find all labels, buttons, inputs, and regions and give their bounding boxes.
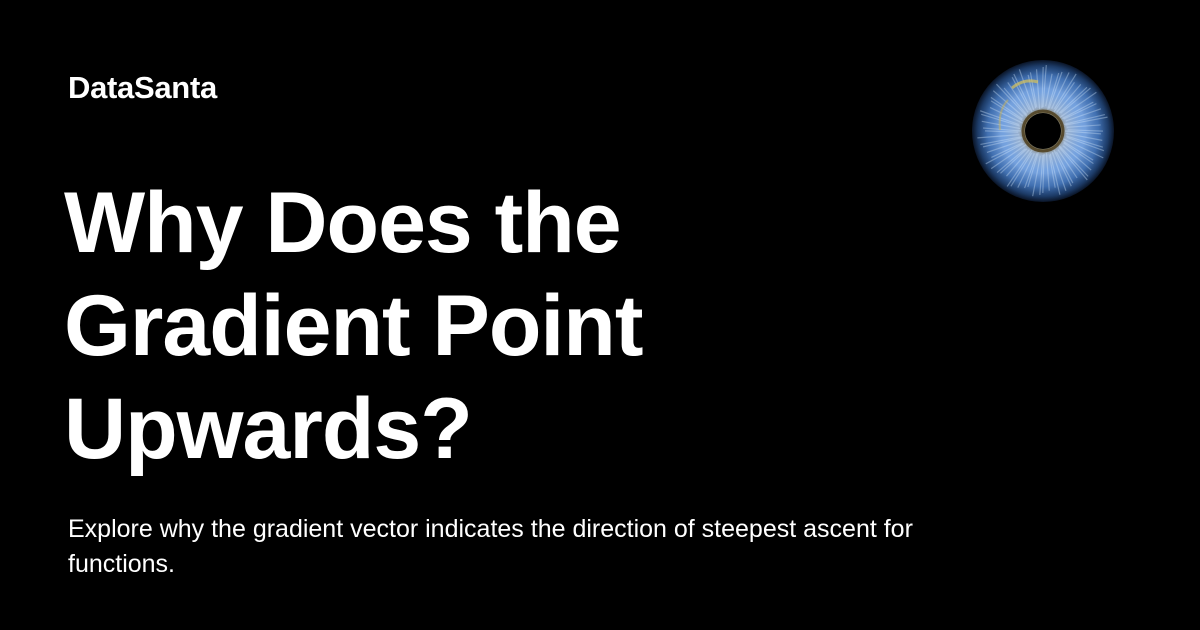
page-title: Why Does the Gradient Point Upwards?	[64, 172, 764, 481]
page-subtitle: Explore why the gradient vector indicate…	[68, 515, 913, 578]
title-line-2: Gradient Point	[64, 278, 643, 374]
eye-iris-icon	[972, 60, 1114, 202]
brand-name: DataSanta	[68, 70, 217, 105]
title-line-1: Why Does the	[64, 175, 622, 271]
title-line-3: Upwards?	[64, 381, 473, 477]
